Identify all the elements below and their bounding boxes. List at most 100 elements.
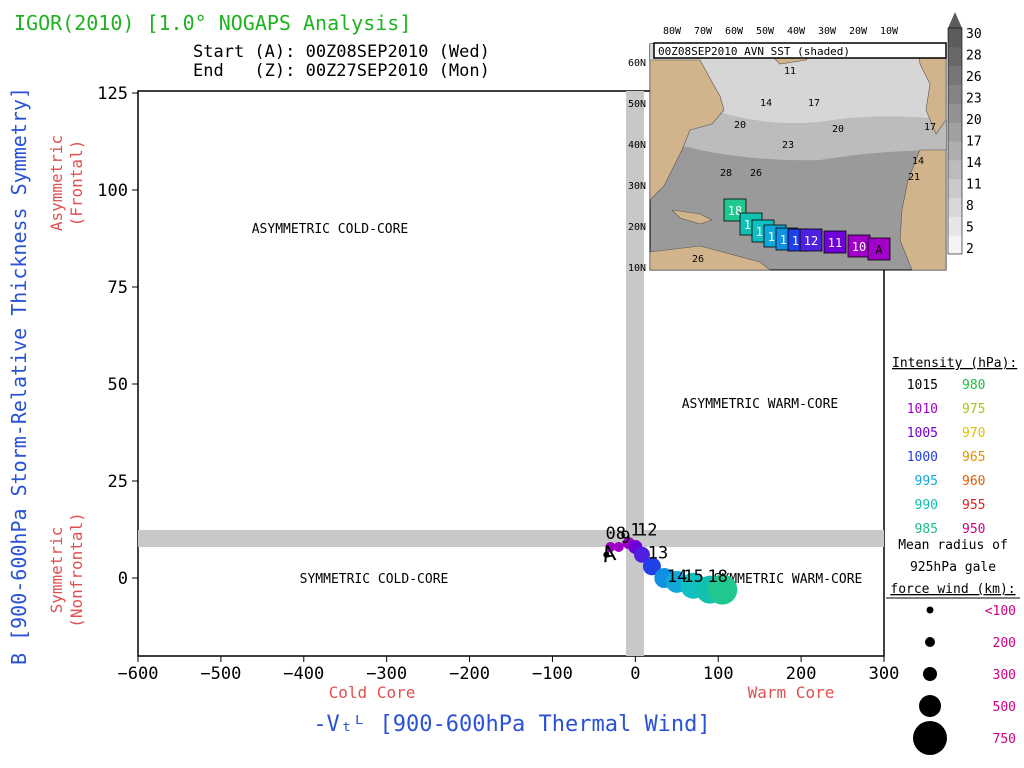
colorbar-swatch [948, 28, 962, 48]
y-top-sub-2: (Frontal) [67, 140, 86, 227]
inset-map: 00Z08SEP2010 AVN SST (shaded) 80W 70W 60W 5… [628, 26, 947, 274]
inset-contour-label: 26 [750, 168, 762, 179]
track-label: 1 [630, 520, 640, 540]
legend-item: 990 [915, 498, 938, 513]
track-point [633, 546, 650, 563]
track-point [605, 541, 616, 552]
colorbar-label: 14 [966, 156, 982, 171]
inset-lat-labels: 60N 50N 40N 30N 20N 10N [628, 58, 646, 274]
axis-ticks: −600 −500 −400 −300 −200 −100 0 100 200 300 0 25 50 7… [97, 84, 899, 684]
inset-contour-labels: 11 14 17 20 20 23 28 26 17 14 26 21 [692, 66, 936, 265]
colorbar-label: 23 [966, 92, 982, 107]
legend-item: 1005 [907, 426, 938, 441]
inset-lon-label: 50W [756, 26, 775, 37]
inset-lat-label: 20N [628, 222, 646, 233]
quadrant-asym-warm: ASYMMETRIC WARM-CORE [682, 397, 839, 412]
inset-title-box [653, 42, 947, 59]
colorbar-label: 5 [966, 221, 974, 236]
legend-item: 980 [962, 378, 985, 393]
inset-south-america [649, 245, 771, 271]
colorbar-swatch [948, 65, 962, 85]
radius-label: <100 [985, 604, 1016, 619]
track-label: 18 [707, 567, 727, 587]
chart-title: IGOR(2010) [1.0° NOGAPS Analysis] [14, 11, 411, 35]
inset-lon-label: 80W [663, 26, 682, 37]
end-time: End (Z): 00Z27SEP2010 (Mon) [193, 61, 490, 81]
inset-sst-cool [650, 44, 946, 124]
legend-item: 960 [962, 474, 985, 489]
y-bot-sub-1: Symmetric [47, 527, 66, 614]
x-tick-label: −600 [118, 664, 159, 684]
inset-lon-label: 30W [818, 26, 837, 37]
x-tick-label: 300 [869, 664, 900, 684]
track-point [603, 551, 610, 558]
legend-item: 985 [915, 522, 938, 537]
sst-colorbar: 30 28 26 23 20 17 14 11 8 5 2 [947, 12, 982, 257]
inset-contour-label: 11 [784, 66, 796, 77]
radius-marker [923, 667, 937, 681]
inset-lat-label: 50N [628, 99, 646, 110]
colorbar-swatch [948, 197, 962, 217]
inset-track-label: 12 [804, 234, 818, 248]
inset-contour-label: 21 [908, 172, 920, 183]
inset-contour-label: 14 [760, 98, 772, 109]
inset-track-box [823, 230, 847, 254]
x-axis-label: -Vₜᴸ [900-600hPa Thermal Wind] [313, 712, 710, 737]
x-tick-label: 0 [630, 664, 640, 684]
quadrant-sym-warm: SYMMETRIC WARM-CORE [714, 572, 863, 587]
inset-contour-label: 20 [734, 120, 746, 131]
inset-lat-label: 60N [628, 58, 646, 69]
colorbar-frame [947, 27, 963, 255]
x-tick-label: −200 [449, 664, 490, 684]
track-label: 9 [620, 528, 630, 548]
quadrant-asym-cold: ASYMMETRIC COLD-CORE [252, 222, 409, 237]
colorbar-swatch [948, 216, 962, 236]
colorbar-label: 17 [966, 135, 982, 150]
legend-title: Intensity (hPa): [892, 356, 1017, 371]
legend-item: 955 [962, 498, 985, 513]
inset-track-label: 10 [852, 240, 866, 254]
colorbar-label: 30 [966, 27, 982, 42]
colorbar-label: 28 [966, 49, 982, 64]
inset-lon-label: 70W [694, 26, 713, 37]
inset-track-box [799, 228, 823, 252]
colorbar-swatch [948, 84, 962, 104]
inset-lon-label: 10W [880, 26, 899, 37]
legend-item: 965 [962, 450, 985, 465]
colorbar-swatch [948, 46, 962, 67]
intensity-legend: 1015 1010 1005 1000 995 990 985 980 975 970 965 960… [907, 378, 986, 537]
x-right-sub: Warm Core [748, 683, 835, 702]
legend-item: 1000 [907, 450, 938, 465]
inset-lon-labels: 80W 70W 60W 50W 40W 30W 20W 10W [663, 26, 899, 37]
colorbar-swatch [948, 159, 962, 180]
colorbar-swatch [948, 178, 962, 198]
track-label: 14 [667, 567, 687, 587]
radius-marker [913, 721, 947, 755]
y-tick-label: 0 [118, 569, 128, 589]
radius-label: 500 [993, 700, 1016, 715]
colorbar-label: 11 [966, 178, 982, 193]
inset-sst-mid [650, 98, 946, 161]
inset-africa [899, 149, 947, 271]
radius-marker [926, 606, 934, 614]
legend-item: 970 [962, 426, 985, 441]
radius-label: 200 [993, 636, 1016, 651]
track-label: 15 [683, 567, 703, 587]
colorbar-label: 8 [966, 199, 974, 214]
colorbar-swatch [948, 103, 962, 123]
x-tick-label: −100 [532, 664, 573, 684]
inset-caribbean [671, 209, 713, 225]
zero-band-vertical [626, 91, 644, 656]
inset-lat-label: 40N [628, 140, 646, 151]
track-point [707, 574, 738, 605]
x-tick-label: −400 [283, 664, 324, 684]
colorbar-label: 2 [966, 242, 974, 257]
inset-title: 00Z08SEP2010 AVN SST (shaded) [658, 45, 850, 58]
zero-band-horizontal [138, 530, 884, 547]
y-tick-label: 75 [108, 278, 128, 298]
inset-lon-label: 40W [787, 26, 806, 37]
inset-lon-label: 60W [725, 26, 744, 37]
inset-track-label: 18 [728, 204, 742, 218]
